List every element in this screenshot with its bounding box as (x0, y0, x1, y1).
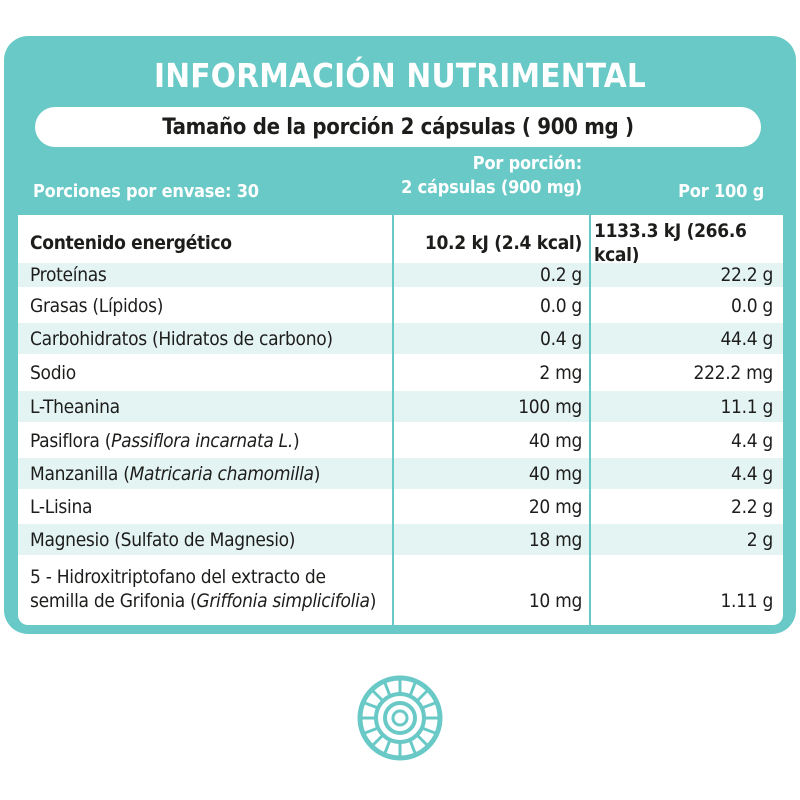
per-100g-value: 11.1 g (720, 395, 773, 418)
serving-size-text: Tamaño de la porción 2 cápsulas ( 900 mg… (162, 114, 634, 140)
table-row: Magnesio (Sulfato de Magnesio) 18 mg 2 g (18, 524, 783, 555)
nutrient-name-suffix: ) (369, 590, 377, 612)
table-row: Pasiflora (Passiflora incarnata L.) 40 m… (18, 425, 783, 456)
per-serving-header-line1: Por porción: (472, 153, 582, 174)
per-100g-value: 1133.3 kJ (266.6 kcal) (594, 220, 747, 266)
nutrient-name: Contenido energético (30, 232, 232, 254)
serving-size-bar: Tamaño de la porción 2 cápsulas ( 900 mg… (35, 107, 761, 147)
scientific-name: Griffonia simplicifolia (196, 590, 370, 612)
scientific-name: Matricaria chamomilla (129, 462, 314, 485)
per-100g-value: 44.4 g (720, 327, 773, 350)
nutrient-name: Grasas (Lípidos) (30, 295, 164, 317)
table-row: L-Lisina 20 mg 2.2 g (18, 491, 783, 522)
nutrient-name-line1: 5 - Hidroxitriptofano del extracto de (30, 566, 326, 588)
per-100g-value: 222.2 mg (693, 361, 774, 384)
servings-per-container: Porciones por envase: 30 (33, 181, 259, 202)
per-serving-value: 20 mg (528, 495, 582, 518)
per-serving-value: 10.2 kJ (2.4 kcal) (424, 232, 582, 254)
per-serving-value: 10 mg (528, 590, 582, 612)
scientific-name: Passiflora incarnata L. (111, 429, 294, 452)
nutrient-name: Proteínas (30, 264, 107, 286)
per-serving-header: Por porción: 2 cápsulas (900 mg) (401, 152, 582, 200)
nutrient-name-prefix: semilla de Grifonia ( (30, 590, 197, 612)
per-100g-header: Por 100 g (678, 181, 764, 202)
table-row: Grasas (Lípidos) 0.0 g 0.0 g (18, 291, 783, 321)
column-divider (589, 215, 591, 625)
table-row: 5 - Hidroxitriptofano del extracto de se… (18, 557, 783, 621)
per-serving-value: 40 mg (528, 429, 582, 452)
page-title: INFORMACIÓN NUTRIMENTAL (153, 56, 646, 95)
per-100g-value: 22.2 g (720, 264, 773, 286)
nutrition-table: Contenido energético 10.2 kJ (2.4 kcal) … (18, 215, 783, 625)
nutrient-name-prefix: Pasiflora ( (30, 429, 112, 452)
per-100g-value: 0.0 g (731, 295, 773, 317)
nutrient-name: Sodio (30, 361, 76, 384)
nutrient-name: Magnesio (Sulfato de Magnesio) (30, 528, 296, 551)
nutrient-name: L-Theanina (30, 395, 120, 418)
per-100g-value: 4.4 g (731, 462, 773, 485)
nutrient-name-suffix: ) (293, 429, 300, 452)
nutrient-name: Pasiflora (Passiflora incarnata L.) (30, 425, 400, 456)
per-100g-value: 2.2 g (731, 495, 773, 518)
nutrient-name: Carbohidratos (Hidratos de carbono) (30, 327, 333, 350)
per-100g-value: 4.4 g (731, 429, 773, 452)
per-serving-value: 0.4 g (540, 327, 582, 350)
nutrient-name-prefix: Manzanilla ( (30, 462, 130, 485)
per-100g-value: 1.11 g (720, 590, 773, 612)
table-row: Sodio 2 mg 222.2 mg (18, 357, 783, 388)
per-serving-value: 40 mg (528, 462, 582, 485)
per-serving-value: 100 mg (518, 395, 582, 418)
per-serving-value: 2 mg (539, 361, 582, 384)
nutrient-name: 5 - Hidroxitriptofano del extracto de se… (30, 557, 400, 621)
per-serving-value: 0.0 g (540, 295, 582, 317)
concentric-circle-logo-icon (357, 675, 443, 761)
nutrient-name-suffix: ) (313, 462, 321, 485)
table-row: Carbohidratos (Hidratos de carbono) 0.4 … (18, 323, 783, 354)
table-row: L-Theanina 100 mg 11.1 g (18, 391, 783, 422)
nutrient-name: Manzanilla (Matricaria chamomilla) (30, 458, 400, 489)
per-serving-value: 18 mg (528, 528, 582, 551)
per-serving-header-line2: 2 cápsulas (900 mg) (401, 177, 582, 198)
nutrient-name-line2: semilla de Grifonia (Griffonia simplicif… (30, 589, 376, 613)
table-row: Manzanilla (Matricaria chamomilla) 40 mg… (18, 458, 783, 489)
table-row: Contenido energético 10.2 kJ (2.4 kcal) … (18, 215, 783, 266)
column-divider (392, 215, 394, 625)
nutrient-name: L-Lisina (30, 495, 93, 518)
per-serving-value: 0.2 g (540, 264, 582, 286)
table-row: Proteínas 0.2 g 22.2 g (18, 263, 783, 287)
per-100g-value: 2 g (746, 528, 774, 551)
